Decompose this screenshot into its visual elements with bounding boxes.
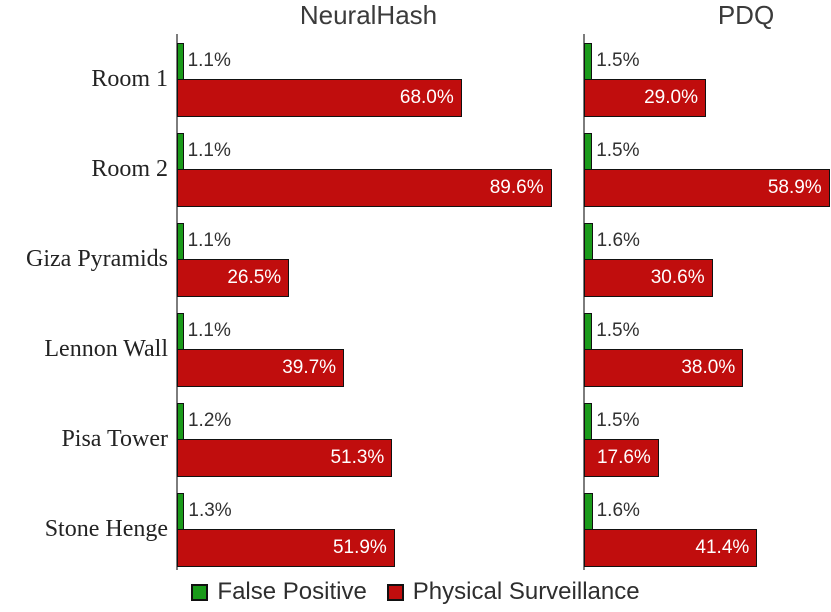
pdq-axis-line (583, 34, 585, 570)
bar-false-positive (584, 223, 593, 261)
value-label-false-positive: 1.1% (187, 230, 231, 251)
legend-label-false-positive: False Positive (217, 578, 367, 605)
bar-false-positive (177, 403, 184, 441)
legend: False Positive Physical Surveillance (0, 578, 831, 606)
value-label-physical-surveillance: 26.5% (227, 267, 282, 288)
bar-false-positive (584, 133, 593, 171)
category-label: Room 1 (91, 65, 168, 92)
value-label-physical-surveillance: 51.9% (332, 537, 387, 558)
bar-false-positive (177, 493, 185, 531)
value-label-false-positive: 1.5% (596, 410, 640, 431)
category-label: Lennon Wall (44, 335, 168, 362)
value-label-physical-surveillance: 29.0% (644, 87, 698, 108)
legend-item-false-positive: False Positive (191, 578, 367, 606)
category-label: Pisa Tower (61, 425, 168, 452)
bar-false-positive (177, 313, 184, 351)
value-label-false-positive: 1.5% (596, 140, 640, 161)
category-label: Stone Henge (44, 515, 168, 542)
value-label-physical-surveillance: 68.0% (399, 87, 454, 108)
value-label-false-positive: 1.1% (187, 320, 231, 341)
false-positive-swatch-icon (191, 583, 209, 601)
value-label-false-positive: 1.5% (596, 50, 640, 71)
value-label-physical-surveillance: 41.4% (695, 537, 750, 558)
value-label-physical-surveillance: 58.9% (767, 177, 822, 198)
value-label-physical-surveillance: 39.7% (282, 357, 337, 378)
bar-physical-surveillance: 68.0% (177, 79, 462, 117)
bar-physical-surveillance: 58.9% (584, 169, 830, 207)
category-label: Room 2 (91, 155, 168, 182)
category-label: Giza Pyramids (26, 245, 168, 272)
value-label-false-positive: 1.1% (187, 50, 231, 71)
bar-physical-surveillance: 38.0% (584, 349, 744, 387)
value-label-physical-surveillance: 17.6% (596, 447, 651, 468)
bar-false-positive (584, 403, 593, 441)
value-label-false-positive: 1.5% (596, 320, 640, 341)
bar-physical-surveillance: 51.9% (177, 529, 395, 567)
value-label-false-positive: 1.6% (596, 500, 640, 521)
bar-false-positive (177, 133, 184, 171)
bar-physical-surveillance: 26.5% (177, 259, 290, 297)
bar-physical-surveillance: 39.7% (177, 349, 345, 387)
bar-false-positive (177, 223, 184, 261)
panel-pdq: 1.5% 29.0% 1.5% 58.9% 1.6% 30.6% 1.5% 38.0% 1.5%… (584, 0, 831, 612)
physical-surveillance-swatch-icon (386, 583, 404, 601)
legend-label-physical-surveillance: Physical Surveillance (412, 578, 640, 605)
bar-false-positive (584, 43, 593, 81)
panel-title-neuralhash: NeuralHash (299, 0, 438, 30)
bar-physical-surveillance: 30.6% (584, 259, 713, 297)
bar-physical-surveillance: 51.3% (177, 439, 393, 477)
neuralhash-axis-line (176, 34, 178, 570)
bar-physical-surveillance: 29.0% (584, 79, 706, 117)
value-label-physical-surveillance: 38.0% (681, 357, 736, 378)
value-label-physical-surveillance: 51.3% (330, 447, 385, 468)
bar-false-positive (584, 313, 593, 351)
value-label-false-positive: 1.1% (187, 140, 231, 161)
panel-neuralhash: 1.1% 68.0% 1.1% 89.6% 1.1% 26.5% 1.1% 39.7% 1.2%… (177, 0, 560, 612)
bar-physical-surveillance: 89.6% (177, 169, 552, 207)
bar-physical-surveillance: 17.6% (584, 439, 659, 477)
legend-item-physical-surveillance: Physical Surveillance (386, 578, 640, 606)
value-label-false-positive: 1.6% (596, 230, 640, 251)
bar-false-positive (177, 43, 184, 81)
value-label-false-positive: 1.3% (188, 500, 232, 521)
value-label-false-positive: 1.2% (187, 410, 232, 431)
bar-physical-surveillance: 41.4% (584, 529, 758, 567)
panel-title-pdq: PDQ (717, 0, 775, 30)
value-label-physical-surveillance: 89.6% (489, 177, 544, 198)
value-label-physical-surveillance: 30.6% (650, 267, 705, 288)
bar-false-positive (584, 493, 593, 531)
